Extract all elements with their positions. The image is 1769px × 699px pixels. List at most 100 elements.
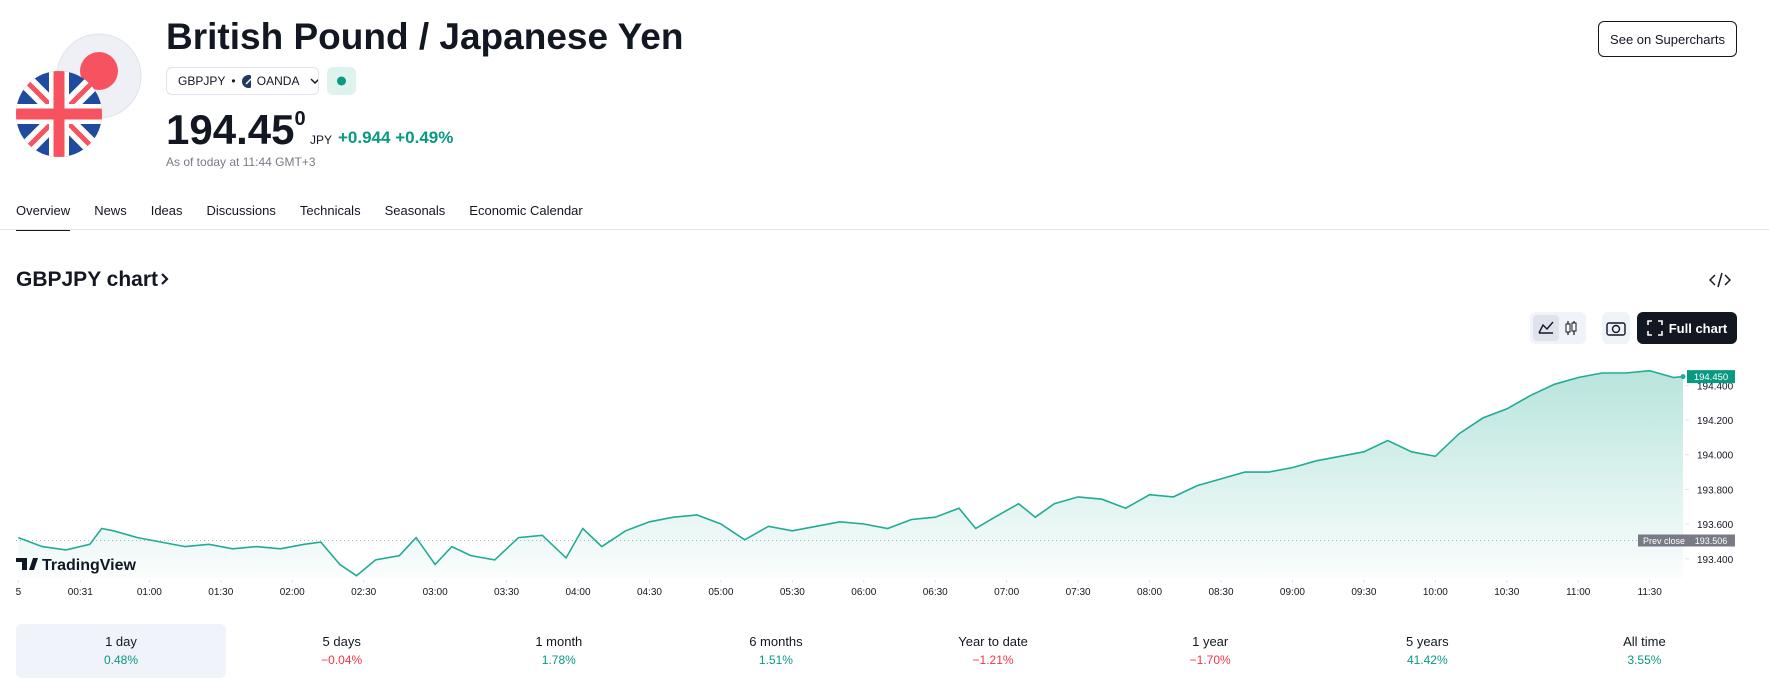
chart-style-toolbar — [1530, 312, 1630, 344]
period-change: −1.21% — [972, 653, 1014, 667]
x-tick-label: 10:00 — [1423, 587, 1448, 598]
tab[interactable]: Overview — [16, 203, 71, 231]
tab[interactable]: Seasonals — [384, 203, 446, 218]
period-button[interactable]: 1 year −1.70% — [1102, 624, 1319, 678]
x-tick-label: 08:00 — [1137, 587, 1162, 598]
candle-body — [1571, 322, 1577, 332]
y-tick-label: 194.200 — [1697, 416, 1734, 427]
x-tick-label: 02:00 — [280, 587, 305, 598]
camera-lens — [1611, 324, 1621, 334]
x-tick-label: 07:00 — [994, 587, 1019, 598]
status-dot — [337, 76, 346, 86]
full-chart-label: Full chart — [1668, 320, 1728, 336]
market-status[interactable] — [327, 67, 356, 95]
x-tick-label: 01:30 — [208, 587, 233, 598]
change: +0.944 — [338, 128, 391, 147]
x-tick-label: 03:30 — [494, 587, 519, 598]
period-label: 5 days — [322, 634, 361, 649]
period-label: 5 years — [1405, 634, 1449, 649]
price-main: 194.45 — [166, 106, 295, 153]
watermark: TradingView — [42, 557, 137, 574]
supercharts-button[interactable]: See on Supercharts — [1598, 21, 1737, 57]
tab[interactable]: Economic Calendar — [469, 203, 583, 218]
last-price-badge — [1687, 370, 1735, 384]
period-button[interactable]: 1 day 0.48% — [16, 624, 226, 678]
prev-close-label: Prev close — [1643, 536, 1685, 546]
period-button[interactable]: All time 3.55% — [1536, 624, 1753, 678]
x-tick-label: 08:30 — [1208, 587, 1233, 598]
x-tick-label: 01:00 — [137, 587, 162, 598]
x-tick-label: 06:30 — [923, 587, 948, 598]
period-button[interactable]: 1 month 1.78% — [450, 624, 667, 678]
tab[interactable]: Technicals — [299, 203, 361, 218]
price-line — [18, 369, 1684, 577]
period-label: All time — [1623, 634, 1666, 649]
period-button[interactable]: Year to date −1.21% — [885, 624, 1102, 678]
period-change: 1.78% — [541, 653, 576, 667]
line-icon — [1538, 321, 1554, 334]
x-tick-label: 09:00 — [1280, 587, 1305, 598]
period-button[interactable]: 5 years 41.42% — [1319, 624, 1536, 678]
divider — [0, 229, 1769, 230]
x-tick-label: 05:30 — [780, 587, 805, 598]
y-tick-label: 193.600 — [1697, 520, 1734, 531]
period-label: Year to date — [958, 634, 1028, 649]
embed-button[interactable] — [1709, 270, 1731, 290]
period-button[interactable]: 5 days −0.04% — [233, 624, 450, 678]
x-tick-label: 5 — [16, 587, 22, 598]
period-label: 1 month — [535, 634, 583, 649]
full-chart-button[interactable]: Full chart — [1637, 312, 1737, 344]
symbol: GBPJPY — [178, 74, 226, 88]
prev-close-value: 193.506 — [1695, 536, 1728, 546]
period-label: 1 year — [1192, 634, 1229, 649]
exchange: OANDA — [256, 74, 300, 88]
tab[interactable]: Ideas — [150, 203, 183, 218]
x-tick-label: 11:30 — [1638, 587, 1663, 598]
price-last-digit: 0 — [294, 108, 306, 130]
x-tick-label: 11:00 — [1566, 587, 1591, 598]
performance-periods: 1 day 0.48% 5 days −0.04% 1 month 1.78% 6 mont… — [16, 624, 1753, 678]
period-label: 6 months — [749, 634, 803, 649]
prev-close-badge — [1638, 534, 1690, 547]
change-percent: +0.49% — [395, 128, 454, 147]
period-change: −0.04% — [321, 653, 363, 667]
chart-link[interactable]: GBPJPY chart — [16, 268, 172, 292]
camera-icon — [1606, 322, 1626, 336]
x-tick-label: 06:00 — [851, 587, 876, 598]
watermark-logo — [16, 558, 38, 570]
period-button[interactable]: 6 months 1.51% — [667, 624, 884, 678]
y-tick-label: 193.800 — [1697, 485, 1734, 496]
y-tick-label: 194.000 — [1697, 451, 1734, 462]
area-fill — [18, 370, 1683, 578]
period-change: 0.48% — [103, 653, 139, 667]
symbol-selector[interactable]: GBPJPY • OANDA — [166, 67, 319, 95]
tab-bar: Overview News Ideas Discussions Technicals Se… — [16, 203, 583, 231]
period-change: 1.51% — [758, 653, 793, 667]
snapshot-button[interactable] — [1602, 312, 1630, 344]
x-tick-label: 05:00 — [708, 587, 733, 598]
fullscreen-icon — [1646, 320, 1663, 336]
currency: JPY — [310, 133, 333, 147]
x-tick-label: 09:30 — [1351, 587, 1376, 598]
chart-title: GBPJPY chart — [16, 268, 159, 291]
x-tick-label: 03:00 — [423, 587, 448, 598]
chevron — [161, 273, 169, 285]
dropdown-icon — [310, 78, 318, 85]
tab[interactable]: News — [94, 203, 127, 218]
period-label: 1 day — [105, 634, 137, 649]
timestamp: As of today at 11:44 GMT+3 — [166, 155, 316, 169]
period-change: −1.70% — [1189, 653, 1231, 667]
symbol-title: British Pound / Japanese Yen — [166, 16, 684, 57]
x-tick-label: 02:30 — [351, 587, 376, 598]
separator: • — [231, 74, 236, 88]
x-tick-label: 04:30 — [637, 587, 662, 598]
x-tick-label: 07:30 — [1066, 587, 1091, 598]
y-tick-label: 194.400 — [1697, 381, 1734, 392]
period-change: 41.42% — [1406, 653, 1448, 667]
tab[interactable]: Discussions — [206, 203, 276, 218]
candle-body — [1565, 323, 1571, 333]
price: 194.450 — [166, 106, 306, 154]
x-tick-label: 10:30 — [1494, 587, 1519, 598]
